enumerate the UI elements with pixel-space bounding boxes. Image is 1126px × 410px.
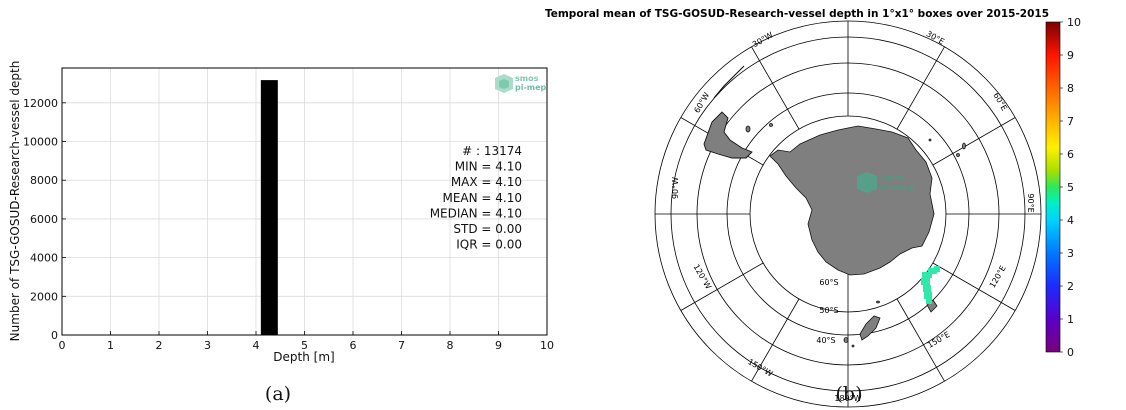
- x-tick-label: 3: [204, 339, 211, 352]
- colorbar-tick-labels: 0 1 2 3 4 5 6 7 8 9 10: [1060, 16, 1081, 359]
- lon-label-150w: 150°W: [746, 357, 774, 378]
- colorbar: [1045, 21, 1061, 353]
- colorbar-tick-label: 4: [1067, 214, 1074, 227]
- histogram-bar: [260, 80, 278, 335]
- histogram-bars: [260, 80, 278, 335]
- map-logo-text-smos: smos: [880, 173, 906, 183]
- x-tick-labels: 0 1 2 3 4 5 6 7 8 9 10: [59, 331, 554, 352]
- meridian-line: [680, 262, 764, 311]
- stat-line: IQR = 0.00: [456, 238, 522, 252]
- lon-label-150e: 150°E: [926, 330, 952, 350]
- logo-text-pimep: pi-mep: [515, 83, 547, 92]
- y-tick-label: 0: [51, 329, 58, 342]
- y-tick-labels: 0 2000 4000 6000 8000 10000 12000: [23, 97, 66, 342]
- stat-line: MEDIAN = 4.10: [430, 206, 522, 220]
- colorbar-tick-label: 6: [1067, 148, 1074, 161]
- x-tick-label: 9: [495, 339, 502, 352]
- meridian-line: [751, 46, 800, 130]
- x-tick-label: 10: [540, 339, 554, 352]
- lon-label-60w: 60°W: [692, 91, 711, 115]
- stat-line: MIN = 4.10: [455, 160, 522, 174]
- meridian-lines: [655, 21, 1041, 407]
- colorbar-tick-label: 9: [1067, 49, 1074, 62]
- lon-label-90w: 90°W: [671, 177, 680, 199]
- meridian-line: [896, 46, 945, 130]
- colorbar-tick-label: 10: [1067, 16, 1081, 29]
- south-america-tip: [713, 65, 745, 99]
- map-logo-icon: [857, 172, 877, 193]
- x-tick-label: 8: [447, 339, 454, 352]
- y-tick-label: 10000: [23, 136, 58, 149]
- islands: [745, 123, 966, 348]
- meridian-line: [751, 298, 800, 382]
- meridian-line: [932, 117, 1016, 166]
- histogram-panel: 0 1 2 3 4 5 6 7 8 9 10 0 2000 4000 6000 8000 10000 12000…: [8, 61, 554, 364]
- polar-map-panel: Temporal mean of TSG-GOSUD-Research-vess…: [545, 8, 1081, 408]
- caption-a: (a): [265, 383, 291, 405]
- colorbar-tick-label: 8: [1067, 82, 1074, 95]
- latitude-labels: 60°S 50°S 40°S: [816, 278, 838, 345]
- meridian-line: [932, 262, 1016, 311]
- x-tick-label: 6: [350, 339, 357, 352]
- lat-label-50s: 50°S: [819, 306, 838, 315]
- logo-text-smos: smos: [515, 74, 539, 83]
- caption-b: (b): [836, 383, 863, 405]
- colorbar-tick-label: 3: [1067, 247, 1074, 260]
- map-title: Temporal mean of TSG-GOSUD-Research-vess…: [545, 8, 1049, 20]
- y-tick-label: 8000: [30, 174, 58, 187]
- map-logo-text-pimep: pi-mep: [880, 183, 916, 193]
- y-axis-label: Number of TSG-GOSUD-Research-vessel dept…: [8, 61, 22, 342]
- logo-icon: [495, 74, 513, 93]
- antarctica-landmass: [769, 125, 935, 276]
- x-tick-label: 4: [253, 339, 260, 352]
- smos-logo: smos pi-mep: [495, 74, 547, 93]
- colorbar-tick-label: 0: [1067, 346, 1074, 359]
- map-smos-logo: smos pi-mep: [857, 172, 916, 193]
- x-tick-label: 2: [156, 339, 163, 352]
- colorbar-tick-label: 7: [1067, 115, 1074, 128]
- x-tick-label: 5: [301, 339, 308, 352]
- x-tick-label: 7: [398, 339, 405, 352]
- stat-line: # : 13174: [462, 144, 522, 158]
- lon-label-120e: 120°E: [988, 264, 1008, 290]
- stat-line: MEAN = 4.10: [442, 191, 522, 205]
- track-data-cells: [921, 266, 940, 304]
- lon-label-30e: 30°E: [925, 29, 946, 46]
- lat-label-40s: 40°S: [816, 336, 835, 345]
- antarctic-peninsula: [703, 111, 753, 159]
- lon-label-30w: 30°W: [751, 30, 775, 49]
- lat-label-60s: 60°S: [819, 278, 838, 287]
- stat-line: STD = 0.00: [453, 222, 522, 236]
- x-tick-label: 1: [107, 339, 114, 352]
- meridian-line: [896, 298, 945, 382]
- lon-label-60e: 60°E: [991, 91, 1008, 112]
- colorbar-tick-label: 2: [1067, 280, 1074, 293]
- lon-label-180w: 180°W: [834, 394, 861, 403]
- x-tick-label: 0: [59, 339, 66, 352]
- colorbar-tick-label: 5: [1067, 181, 1074, 194]
- lon-label-90e: 90°E: [1026, 193, 1035, 212]
- y-tick-label: 12000: [23, 97, 58, 110]
- colorbar-tick-label: 1: [1067, 313, 1074, 326]
- lon-label-120w: 120°W: [691, 263, 712, 291]
- x-axis-label: Depth [m]: [273, 350, 334, 364]
- y-tick-label: 2000: [30, 290, 58, 303]
- stat-line: MAX = 4.10: [451, 175, 522, 189]
- y-tick-label: 6000: [30, 213, 58, 226]
- y-tick-label: 4000: [30, 252, 58, 265]
